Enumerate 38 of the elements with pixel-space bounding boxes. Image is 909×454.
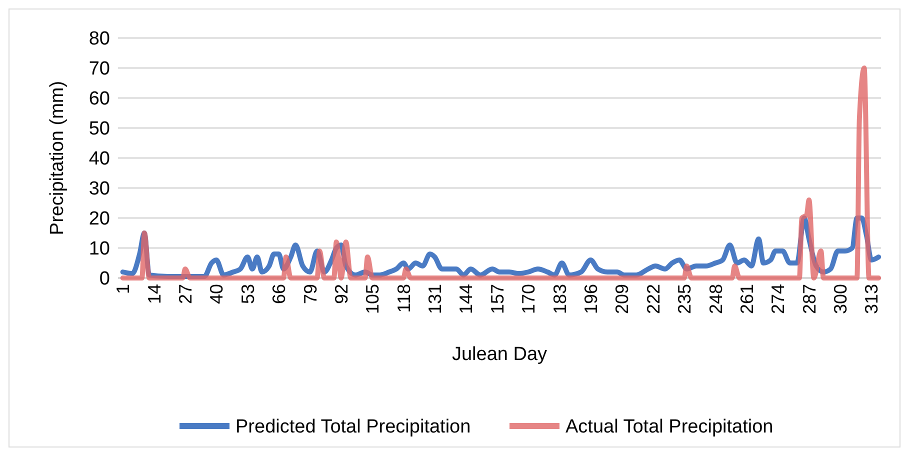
x-tick-label: 274 (768, 284, 788, 314)
x-tick-label: 144 (456, 284, 476, 314)
y-tick-label: 10 (88, 238, 110, 260)
x-tick-label: 261 (736, 284, 757, 314)
x-tick-label: 196 (580, 284, 601, 314)
y-tick-label: 50 (88, 118, 110, 140)
x-tick-label: 14 (144, 284, 164, 304)
x-tick-label: 79 (300, 284, 320, 304)
x-tick-label: 222 (643, 284, 664, 314)
x-tick-label: 248 (706, 284, 726, 314)
x-tick-label: 157 (487, 284, 508, 314)
x-tick-label: 53 (238, 284, 258, 304)
y-tick-label: 30 (88, 178, 110, 200)
y-tick-label: 70 (88, 58, 110, 80)
x-axis-title: Julean Day (452, 344, 548, 365)
x-tick-label: 300 (830, 284, 851, 314)
x-tick-label: 27 (175, 284, 196, 304)
y-tick-label: 40 (88, 148, 110, 170)
x-tick-label: 1 (113, 284, 134, 294)
x-tick-label: 209 (612, 284, 632, 314)
x-tick-label: 183 (550, 284, 570, 314)
x-tick-label: 131 (425, 284, 446, 314)
y-tick-label: 60 (88, 88, 110, 110)
y-tick-label: 20 (88, 208, 110, 230)
x-tick-label: 313 (862, 284, 882, 314)
x-tick-label: 105 (362, 284, 383, 314)
x-tick-label: 235 (674, 284, 695, 314)
x-tick-label: 287 (799, 284, 820, 314)
y-tick-label: 80 (88, 28, 110, 50)
legend-label: Actual Total Precipitation (566, 416, 774, 438)
legend-label: Predicted Total Precipitation (236, 416, 471, 438)
x-tick-label: 170 (518, 284, 539, 314)
x-tick-label: 66 (269, 284, 290, 304)
y-axis-title: Precipitation (mm) (47, 80, 68, 236)
x-tick-label: 118 (394, 284, 414, 313)
x-tick-label: 40 (206, 284, 227, 304)
x-tick-label: 92 (331, 284, 352, 304)
y-tick-label: 0 (99, 268, 110, 290)
